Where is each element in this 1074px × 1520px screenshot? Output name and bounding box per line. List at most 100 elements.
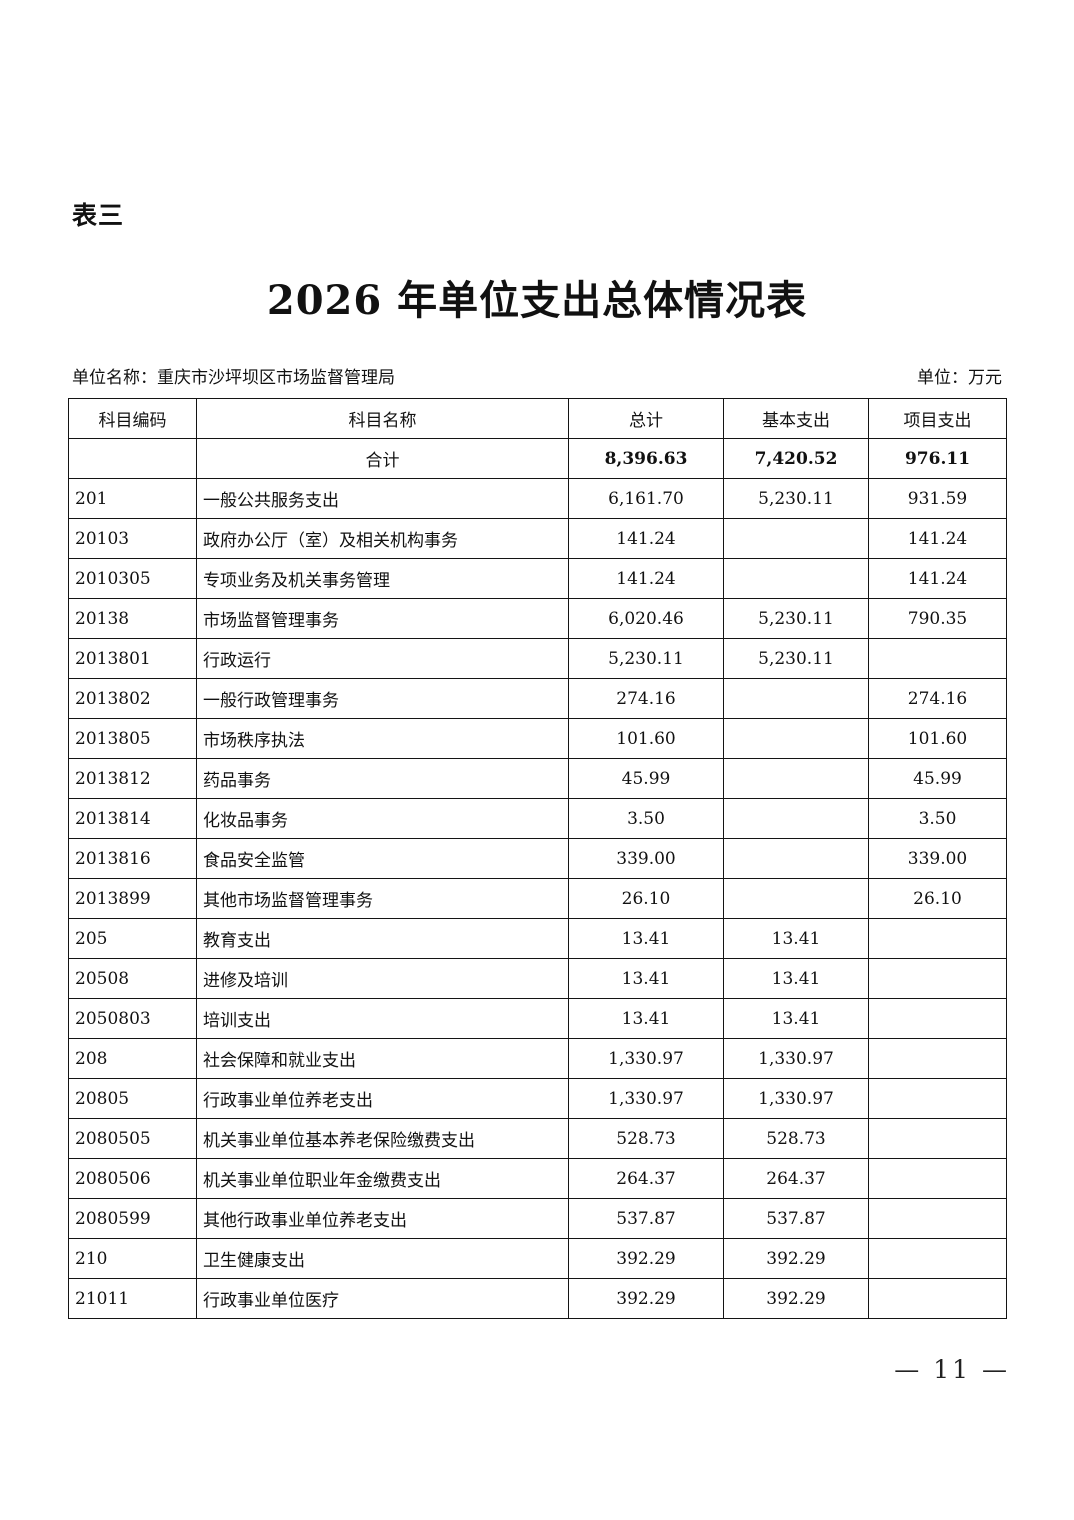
amount-unit-label: 单位：万元 [917,368,1002,388]
column-header-name: 科目名称 [196,398,569,439]
cell-project [868,998,1007,1039]
cell-total: 392.29 [568,1278,724,1319]
cell-total: 26.10 [568,878,724,919]
table-row: 210 卫生健康支出 392.29 392.29 [68,1238,1007,1279]
cell-total: 6,020.46 [568,598,724,639]
cell-code: 2013801 [68,638,197,679]
cell-code: 20805 [68,1078,197,1119]
cell-project [868,1238,1007,1279]
cell-project: 976.11 [868,438,1007,479]
cell-name: 其他市场监督管理事务 [196,878,569,919]
table-row: 2013812 药品事务 45.99 45.99 [68,758,1007,799]
cell-project: 141.24 [868,558,1007,599]
table-row: 2010305 专项业务及机关事务管理 141.24 141.24 [68,558,1007,599]
cell-code: 2013812 [68,758,197,799]
cell-code: 2013814 [68,798,197,839]
table-header: 科目编码 科目名称 总计 基本支出 项目支出 [68,398,1007,439]
cell-code: 2010305 [68,558,197,599]
table-row: 2080599 其他行政事业单位养老支出 537.87 537.87 [68,1198,1007,1239]
cell-basic: 5,230.11 [723,598,869,639]
cell-code [68,438,197,479]
cell-basic [723,558,869,599]
cell-total: 45.99 [568,758,724,799]
cell-code: 210 [68,1238,197,1279]
cell-name: 化妆品事务 [196,798,569,839]
cell-name: 行政事业单位医疗 [196,1278,569,1319]
cell-code: 20103 [68,518,197,559]
cell-basic: 13.41 [723,998,869,1039]
cell-basic [723,718,869,759]
table-row-total: 合计 8,396.63 7,420.52 976.11 [68,438,1007,479]
cell-basic: 1,330.97 [723,1078,869,1119]
table-row: 2080505 机关事业单位基本养老保险缴费支出 528.73 528.73 [68,1118,1007,1159]
cell-name: 政府办公厅（室）及相关机构事务 [196,518,569,559]
cell-basic: 392.29 [723,1278,869,1319]
table-row: 2080506 机关事业单位职业年金缴费支出 264.37 264.37 [68,1158,1007,1199]
table-row: 208 社会保障和就业支出 1,330.97 1,330.97 [68,1038,1007,1079]
cell-basic [723,878,869,919]
cell-name: 社会保障和就业支出 [196,1038,569,1079]
cell-project: 931.59 [868,478,1007,519]
cell-total: 392.29 [568,1238,724,1279]
table-row: 2013816 食品安全监管 339.00 339.00 [68,838,1007,879]
page-title: 2026 年单位支出总体情况表 [266,277,808,324]
cell-project: 3.50 [868,798,1007,839]
cell-project: 790.35 [868,598,1007,639]
cell-project [868,1118,1007,1159]
table-row: 2050803 培训支出 13.41 13.41 [68,998,1007,1039]
cell-code: 20508 [68,958,197,999]
cell-name: 进修及培训 [196,958,569,999]
cell-code: 2013802 [68,678,197,719]
cell-code: 2050803 [68,998,197,1039]
table-row: 2013814 化妆品事务 3.50 3.50 [68,798,1007,839]
cell-total: 528.73 [568,1118,724,1159]
cell-name: 专项业务及机关事务管理 [196,558,569,599]
table-row: 2013899 其他市场监督管理事务 26.10 26.10 [68,878,1007,919]
table-row: 20805 行政事业单位养老支出 1,330.97 1,330.97 [68,1078,1007,1119]
cell-name: 一般公共服务支出 [196,478,569,519]
cell-basic: 13.41 [723,958,869,999]
cell-total: 1,330.97 [568,1078,724,1119]
cell-total: 264.37 [568,1158,724,1199]
cell-code: 2080505 [68,1118,197,1159]
cell-project [868,1038,1007,1079]
table-row: 201 一般公共服务支出 6,161.70 5,230.11 931.59 [68,478,1007,519]
cell-project [868,1078,1007,1119]
cell-code: 2080599 [68,1198,197,1239]
cell-name: 食品安全监管 [196,838,569,879]
cell-code: 205 [68,918,197,959]
cell-basic: 7,420.52 [723,438,869,479]
cell-basic [723,838,869,879]
column-header-project: 项目支出 [868,398,1007,439]
cell-project [868,958,1007,999]
cell-name: 一般行政管理事务 [196,678,569,719]
cell-name: 市场秩序执法 [196,718,569,759]
table-row: 2013802 一般行政管理事务 274.16 274.16 [68,678,1007,719]
cell-total: 141.24 [568,558,724,599]
cell-name: 其他行政事业单位养老支出 [196,1198,569,1239]
cell-code: 201 [68,478,197,519]
cell-basic: 537.87 [723,1198,869,1239]
table-row: 2013805 市场秩序执法 101.60 101.60 [68,718,1007,759]
expenditure-table: 科目编码 科目名称 总计 基本支出 项目支出 合计 8,396.63 7,420.5… [68,398,1007,1319]
cell-project [868,918,1007,959]
column-header-total: 总计 [568,398,724,439]
cell-basic: 264.37 [723,1158,869,1199]
cell-total: 274.16 [568,678,724,719]
column-header-code: 科目编码 [68,398,197,439]
cell-name: 培训支出 [196,998,569,1039]
cell-basic: 5,230.11 [723,478,869,519]
cell-name: 机关事业单位基本养老保险缴费支出 [196,1118,569,1159]
table-meta-row: 单位名称：重庆市沙坪坝区市场监督管理局 单位：万元 [72,363,1002,388]
cell-total: 5,230.11 [568,638,724,679]
cell-basic: 1,330.97 [723,1038,869,1079]
cell-project [868,1278,1007,1319]
table-row: 20138 市场监督管理事务 6,020.46 5,230.11 790.35 [68,598,1007,639]
cell-code: 21011 [68,1278,197,1319]
cell-name: 药品事务 [196,758,569,799]
cell-project: 274.16 [868,678,1007,719]
cell-total: 339.00 [568,838,724,879]
table-row: 2013801 行政运行 5,230.11 5,230.11 [68,638,1007,679]
table-row: 20508 进修及培训 13.41 13.41 [68,958,1007,999]
